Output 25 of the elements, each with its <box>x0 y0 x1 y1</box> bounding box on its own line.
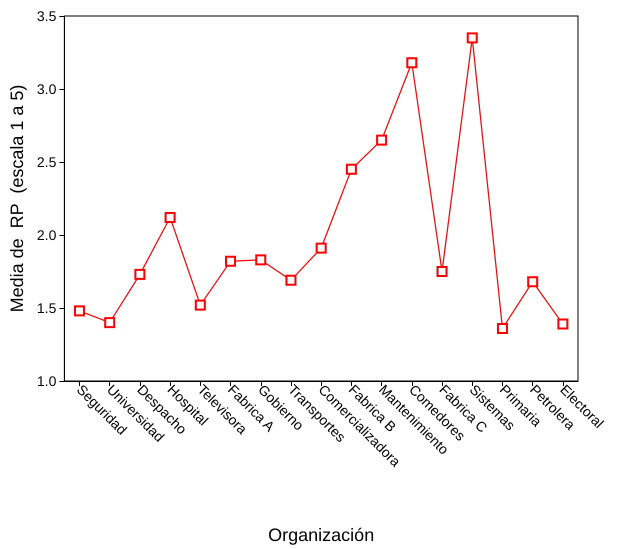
x-axis-title: Organización <box>268 525 374 545</box>
point <box>194 300 206 311</box>
y-tick-label: 2.0 <box>36 227 57 243</box>
point <box>466 32 478 44</box>
point <box>285 274 296 286</box>
point <box>436 266 448 277</box>
point <box>104 317 116 328</box>
point <box>164 212 176 223</box>
y-tick-label: 1.0 <box>36 373 57 389</box>
point <box>406 57 418 68</box>
point <box>134 268 146 280</box>
point <box>74 305 85 316</box>
y-tick-label: 3.5 <box>36 8 57 24</box>
y-axis-title: Media de RP (escala 1 a 5) <box>7 84 27 312</box>
point <box>496 322 508 334</box>
y-tick-label: 1.5 <box>36 300 57 316</box>
point <box>255 254 266 266</box>
point <box>225 256 236 267</box>
y-tick-label: 2.5 <box>36 154 57 170</box>
point <box>376 134 388 146</box>
point <box>346 164 357 175</box>
point <box>316 242 327 254</box>
point <box>527 276 538 288</box>
y-tick-label: 3.0 <box>36 81 57 97</box>
point <box>557 318 568 330</box>
